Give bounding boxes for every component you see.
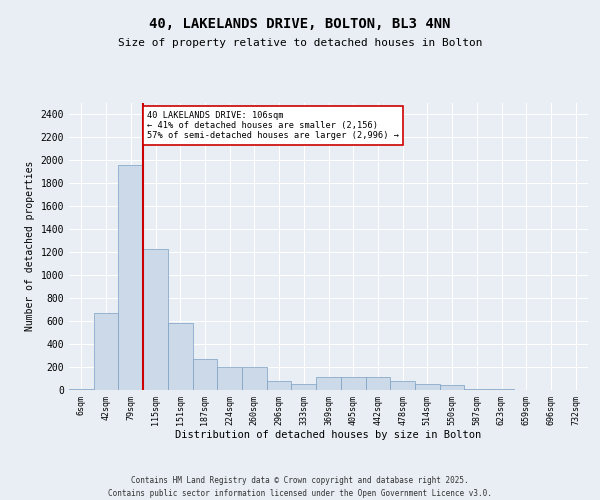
Bar <box>242 367 267 390</box>
Bar <box>292 384 316 390</box>
Text: Size of property relative to detached houses in Bolton: Size of property relative to detached ho… <box>118 38 482 48</box>
Bar <box>341 378 365 390</box>
Y-axis label: Number of detached properties: Number of detached properties <box>25 161 35 332</box>
Text: 40 LAKELANDS DRIVE: 106sqm
← 41% of detached houses are smaller (2,156)
57% of s: 40 LAKELANDS DRIVE: 106sqm ← 41% of deta… <box>147 110 399 140</box>
Bar <box>390 381 415 390</box>
Bar <box>464 389 489 390</box>
Bar <box>316 378 341 390</box>
Bar <box>365 378 390 390</box>
Bar <box>143 248 168 390</box>
Bar <box>217 367 242 390</box>
Bar <box>440 385 464 390</box>
Text: 40, LAKELANDS DRIVE, BOLTON, BL3 4NN: 40, LAKELANDS DRIVE, BOLTON, BL3 4NN <box>149 18 451 32</box>
Bar <box>415 384 440 390</box>
Bar <box>118 164 143 390</box>
Bar <box>193 359 217 390</box>
Bar <box>69 389 94 390</box>
Bar <box>168 324 193 390</box>
X-axis label: Distribution of detached houses by size in Bolton: Distribution of detached houses by size … <box>175 430 482 440</box>
Text: Contains HM Land Registry data © Crown copyright and database right 2025.
Contai: Contains HM Land Registry data © Crown c… <box>108 476 492 498</box>
Bar <box>267 382 292 390</box>
Bar <box>94 313 118 390</box>
